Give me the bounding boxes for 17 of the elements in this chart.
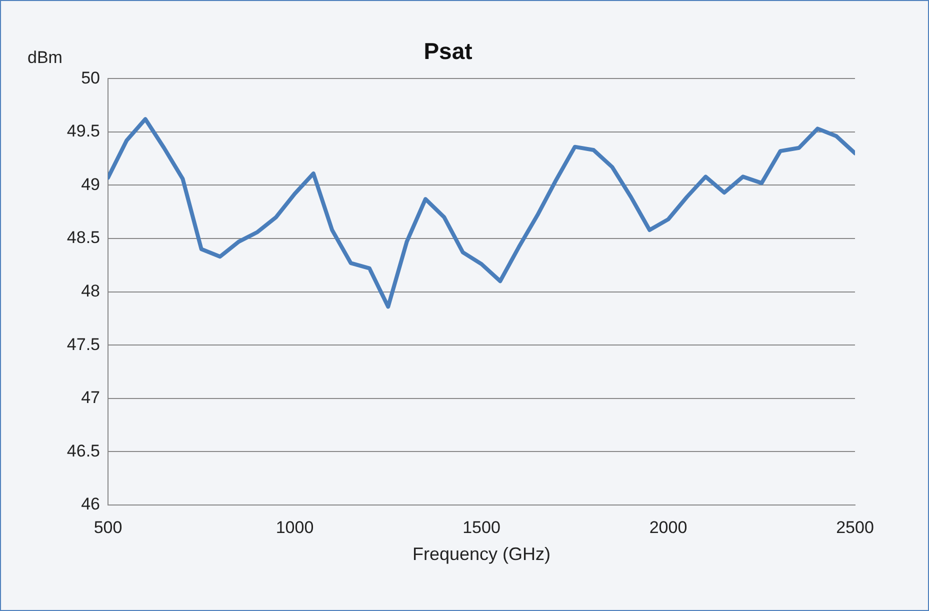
- x-tick-label: 1500: [462, 518, 500, 537]
- y-tick-label: 48: [81, 281, 100, 300]
- y-axis-title: dBm: [28, 48, 62, 67]
- y-tick-label: 47: [81, 388, 100, 408]
- y-tick-label: 49.5: [66, 122, 100, 141]
- x-axis-title: Frequency (GHz): [412, 544, 551, 564]
- x-tick-label: 1000: [276, 518, 314, 537]
- y-tick-label: 48.5: [66, 228, 100, 248]
- x-tick-label: 2000: [649, 518, 688, 537]
- chart-title: Psat: [424, 38, 473, 64]
- x-tick-label: 500: [94, 518, 122, 537]
- y-tick-label: 46.5: [66, 441, 100, 460]
- y-tick-label: 46: [81, 494, 100, 514]
- x-tick-label: 2500: [836, 518, 874, 537]
- y-tick-label: 47.5: [66, 334, 100, 354]
- y-tick-label: 50: [81, 68, 100, 88]
- y-tick-label: 49: [81, 174, 100, 194]
